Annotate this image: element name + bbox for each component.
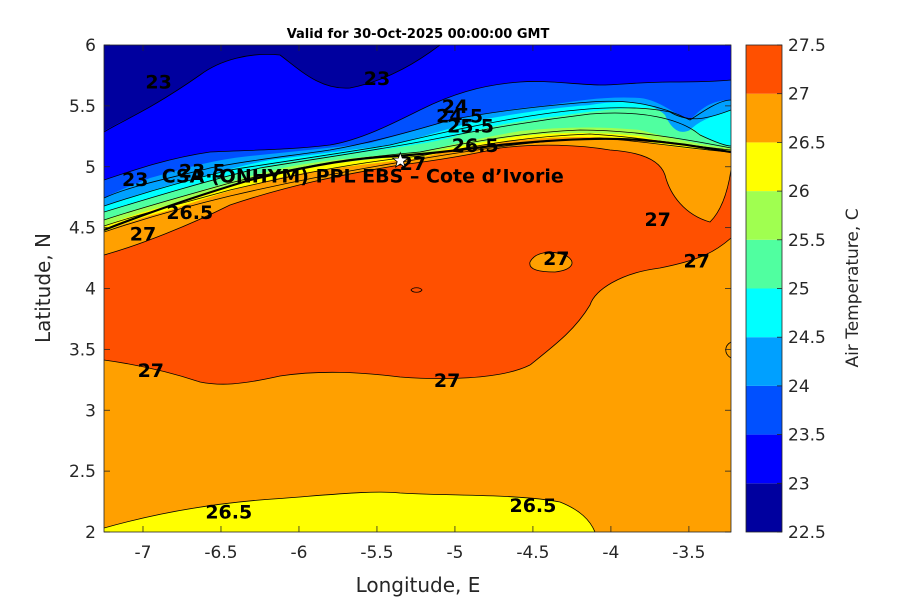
colorbar-tick-label: 24.5 — [788, 328, 826, 348]
colorbar-swatch — [746, 288, 782, 338]
band-26.5-27-island — [529, 252, 573, 272]
band-26-26.5-south — [104, 492, 595, 532]
contour-label: 24.5 — [436, 106, 483, 128]
colorbar-tick-label: 27 — [788, 85, 810, 105]
contour-label: 23 — [122, 169, 148, 191]
colorbar-tick-label: 24 — [788, 377, 810, 397]
x-tick-label: -5 — [446, 543, 463, 563]
y-tick-label: 5 — [85, 158, 96, 178]
x-tick-label: -3.5 — [672, 543, 705, 563]
contour-label: 27 — [434, 370, 460, 392]
contour-label: 27 — [138, 360, 164, 382]
colorbar-swatch — [746, 239, 782, 289]
y-tick-label: 5.5 — [69, 97, 96, 117]
site-star-icon — [391, 151, 410, 169]
colorbar-swatch — [746, 45, 782, 94]
colorbar-tick-label: 23 — [788, 474, 810, 494]
site-label: CSA (ONHYM) PPL EBS – Cote d’Ivorie — [162, 165, 564, 187]
y-axis-label: Latitude, N — [31, 233, 55, 343]
y-tick-label: 3.5 — [69, 340, 96, 360]
contour-label: 26.5 — [452, 135, 499, 157]
colorbar-swatch — [746, 385, 782, 435]
contour-label: 27 — [644, 209, 670, 231]
x-tick-label: -6 — [290, 543, 307, 563]
contour-label: 26.5 — [166, 202, 213, 224]
coastline — [104, 137, 731, 232]
colorbar: 22.5 23 23.5 24 24.5 25 25.5 26 26.5 27 27.5 — [745, 36, 826, 543]
x-tick-label: -5.5 — [360, 543, 393, 563]
contour-label: 26.5 — [509, 495, 556, 517]
y-tick-label: 4 — [85, 280, 96, 300]
site-marker: CSA (ONHYM) PPL EBS – Cote d’Ivorie — [162, 151, 564, 187]
colorbar-swatch — [746, 483, 782, 532]
contour-lines — [104, 45, 731, 532]
colorbar-swatch — [746, 337, 782, 386]
y-tick-label: 3 — [85, 401, 96, 421]
colorbar-tick-label: 23.5 — [788, 426, 826, 446]
colorbar-swatch — [746, 191, 782, 240]
x-axis: -7 -6.5 -6 -5.5 -5 -4.5 -4 -3.5 — [135, 45, 705, 563]
y-tick-label: 2.5 — [69, 462, 96, 482]
contour-label: 23.5 — [179, 160, 226, 182]
y-tick-label: 6 — [85, 36, 96, 56]
contour-label: 27 — [130, 224, 156, 246]
contour-label: 27 — [543, 248, 569, 270]
colorbar-tick-label: 25 — [788, 280, 810, 300]
colorbar-tick-label: 27.5 — [788, 36, 826, 56]
colorbar-swatch — [746, 434, 782, 484]
y-axis: 2 2.5 3 3.5 4 4.5 5 5.5 6 — [69, 36, 731, 543]
contour-label: 25.5 — [447, 115, 494, 137]
band-22.5-23-north — [104, 45, 440, 132]
chart-title: Valid for 30-Oct-2025 00:00:00 GMT — [287, 27, 550, 42]
contour-label: 26.5 — [205, 501, 252, 523]
contour-label: 23 — [145, 72, 171, 94]
contour-label: 23 — [364, 68, 390, 90]
x-tick-label: -6.5 — [204, 543, 237, 563]
band-23-23.5 — [104, 45, 731, 180]
colorbar-tick-label: 26 — [788, 182, 810, 202]
x-tick-label: -4.5 — [516, 543, 549, 563]
contour-field — [104, 45, 731, 532]
colorbar-tick-label: 22.5 — [788, 523, 826, 543]
colorbar-label: Air Temperature, C — [843, 208, 863, 367]
colorbar-tick-label: 25.5 — [788, 231, 826, 251]
y-tick-label: 2 — [85, 523, 96, 543]
colorbar-swatch — [746, 93, 782, 143]
band-27-27.5-main — [104, 145, 731, 385]
colorbar-swatch — [746, 142, 782, 192]
x-tick-label: -7 — [135, 543, 152, 563]
contour-label: 24 — [442, 96, 468, 118]
contour-label: 27 — [683, 250, 709, 272]
y-tick-label: 4.5 — [69, 219, 96, 239]
x-tick-label: -4 — [602, 543, 619, 563]
colorbar-tick-label: 26.5 — [788, 133, 826, 153]
x-axis-label: Longitude, E — [356, 573, 481, 597]
